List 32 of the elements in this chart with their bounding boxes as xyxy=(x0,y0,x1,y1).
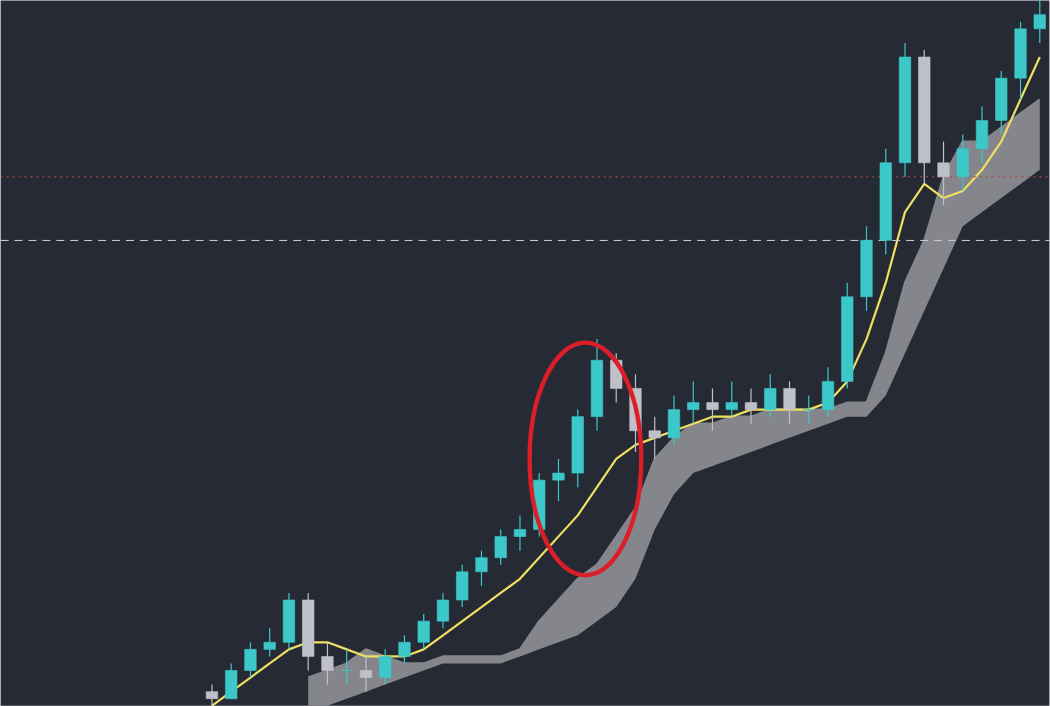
candlestick xyxy=(263,627,276,657)
candlestick xyxy=(667,394,681,446)
candlestick xyxy=(321,641,334,685)
candlestick xyxy=(995,70,1008,135)
candlestick xyxy=(494,528,507,565)
candlestick xyxy=(764,373,777,417)
candlestick xyxy=(821,366,835,417)
candlestick xyxy=(456,563,469,608)
candlestick xyxy=(398,634,411,664)
candlestick xyxy=(783,380,796,424)
candlestick xyxy=(725,380,738,417)
candlestick xyxy=(956,133,969,192)
candlestick xyxy=(225,662,238,699)
candlestick xyxy=(802,394,815,424)
candlestick xyxy=(687,380,700,424)
candlestick xyxy=(244,641,257,678)
candlestick xyxy=(937,140,950,206)
candlestick xyxy=(975,105,989,163)
candlestick xyxy=(552,457,565,502)
candlestick xyxy=(379,648,392,685)
candlestick xyxy=(282,591,296,650)
candlestick xyxy=(648,415,661,460)
candlestick xyxy=(706,387,719,431)
candlestick xyxy=(744,387,758,424)
candlestick xyxy=(359,655,373,692)
candlestick xyxy=(417,613,430,650)
candlestick xyxy=(340,648,353,685)
candlestick xyxy=(436,591,450,629)
candlestick xyxy=(1033,0,1046,44)
candlestick xyxy=(513,514,527,551)
candlestick xyxy=(475,549,488,587)
candlestick xyxy=(205,683,219,706)
